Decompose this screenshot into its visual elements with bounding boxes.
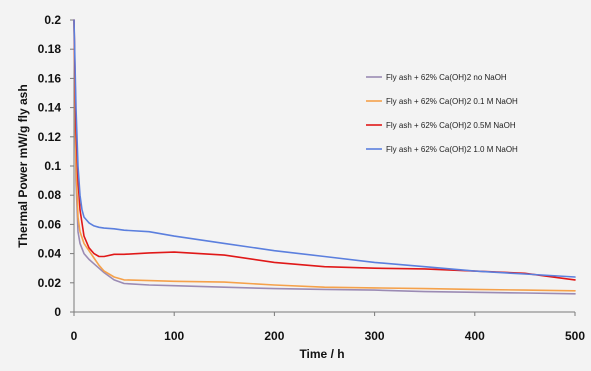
- legend: Fly ash + 62% Ca(OH)2 no NaOH Fly ash + 6…: [366, 73, 518, 154]
- legend-label: Fly ash + 62% Ca(OH)2 no NaOH: [386, 73, 507, 82]
- series-line-3: [73, 19, 576, 281]
- x-tick-label: 400: [465, 329, 485, 343]
- y-tick-label: 0.08: [38, 188, 62, 202]
- series-line-2: [73, 19, 576, 292]
- y-tick-label: 0.1: [44, 159, 61, 173]
- axes: [73, 20, 575, 313]
- series-line-4: [73, 19, 576, 278]
- series-line-1: [73, 19, 576, 295]
- y-tick-label: 0: [54, 305, 61, 319]
- legend-label: Fly ash + 62% Ca(OH)2 0.5M NaOH: [386, 121, 516, 130]
- y-tick-label: 0.06: [38, 217, 62, 231]
- legend-label: Fly ash + 62% Ca(OH)2 1.0 M NaOH: [386, 145, 518, 154]
- x-tick-label: 500: [565, 329, 585, 343]
- x-tick-label: 300: [365, 329, 385, 343]
- y-axis-ticks: 0 0.02 0.04 0.06 0.08 0.1 0.12 0.14 0.16 0.18 0.2: [38, 13, 74, 319]
- y-tick-label: 0.2: [44, 13, 61, 27]
- y-tick-label: 0.04: [38, 247, 62, 261]
- y-tick-label: 0.16: [38, 71, 62, 85]
- x-axis-ticks: 0 100 200 300 400 500: [71, 312, 585, 343]
- y-tick-label: 0.14: [38, 101, 62, 115]
- y-tick-label: 0.18: [38, 42, 62, 56]
- x-tick-label: 0: [71, 329, 78, 343]
- series-lines: [73, 19, 576, 295]
- y-tick-label: 0.12: [38, 130, 62, 144]
- x-tick-label: 100: [164, 329, 184, 343]
- legend-label: Fly ash + 62% Ca(OH)2 0.1 M NaOH: [386, 97, 518, 106]
- x-tick-label: 200: [264, 329, 284, 343]
- x-axis-title: Time / h: [299, 347, 344, 361]
- y-tick-label: 0.02: [38, 276, 62, 290]
- y-axis-title: Thermal Power mW/g fly ash: [16, 84, 30, 247]
